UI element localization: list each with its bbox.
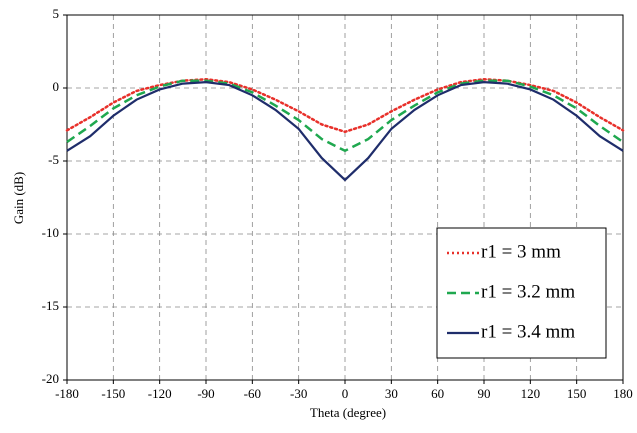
x-tick-label: -30 [290, 386, 307, 401]
x-tick-label: 60 [431, 386, 444, 401]
y-tick-label: -20 [42, 371, 59, 386]
x-tick-label: 150 [567, 386, 587, 401]
x-tick-label: 0 [342, 386, 349, 401]
x-tick-label: 30 [385, 386, 398, 401]
series-line [66, 79, 624, 153]
y-axis-label: Gain (dB) [11, 172, 26, 224]
x-axis-label: Theta (degree) [310, 405, 386, 420]
legend-label: r1 = 3 mm [481, 241, 561, 262]
x-tick-label: -120 [148, 386, 172, 401]
x-tick-label: -180 [55, 386, 79, 401]
x-tick-label: -90 [197, 386, 214, 401]
x-tick-label: -60 [244, 386, 261, 401]
x-tick-label: -150 [101, 386, 125, 401]
legend: r1 = 3 mm r1 = 3.2 mm r1 = 3.4 mm [436, 227, 607, 359]
y-tick-label: 0 [53, 79, 60, 94]
x-tick-label: 120 [521, 386, 541, 401]
plot-frame [66, 14, 624, 381]
y-tick-label: -5 [48, 152, 59, 167]
legend-label: r1 = 3.4 mm [481, 321, 575, 342]
series-line [66, 81, 624, 182]
y-tick-label: 5 [53, 6, 60, 21]
y-tick-label: -10 [42, 225, 59, 240]
series-line [65, 77, 625, 134]
y-tick-label: -15 [42, 298, 59, 313]
x-tick-label: 180 [613, 386, 633, 401]
x-tick-label: 90 [478, 386, 491, 401]
legend-label: r1 = 3.2 mm [481, 281, 575, 302]
